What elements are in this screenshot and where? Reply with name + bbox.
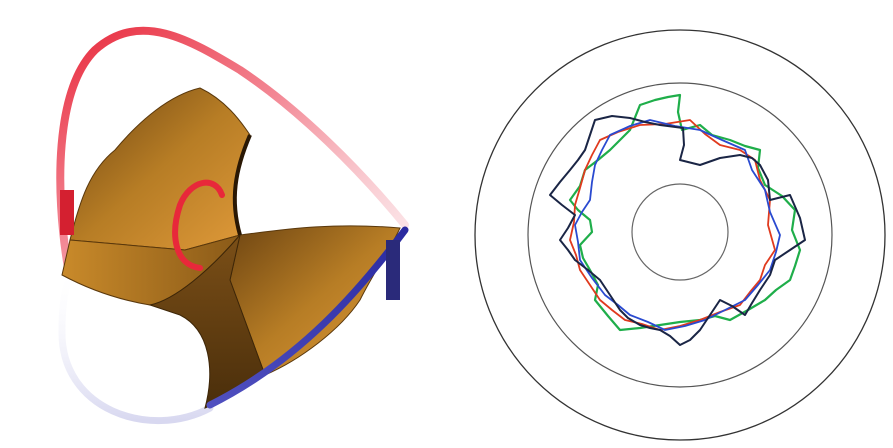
loop-blue <box>574 119 781 331</box>
blue-block <box>386 240 400 300</box>
red-block <box>60 190 74 235</box>
red-arc <box>56 26 409 272</box>
pale-arc <box>58 271 214 425</box>
outer-ring <box>474 29 886 441</box>
red-spiral <box>172 179 225 271</box>
rendered-surface <box>56 26 409 425</box>
inner-ring <box>631 183 729 281</box>
blade-edge <box>232 134 252 236</box>
ring-plot <box>474 29 886 441</box>
loop-green <box>568 93 802 332</box>
loop-navy <box>549 115 806 346</box>
middle-ring <box>527 82 833 388</box>
blade-upper <box>69 87 251 251</box>
